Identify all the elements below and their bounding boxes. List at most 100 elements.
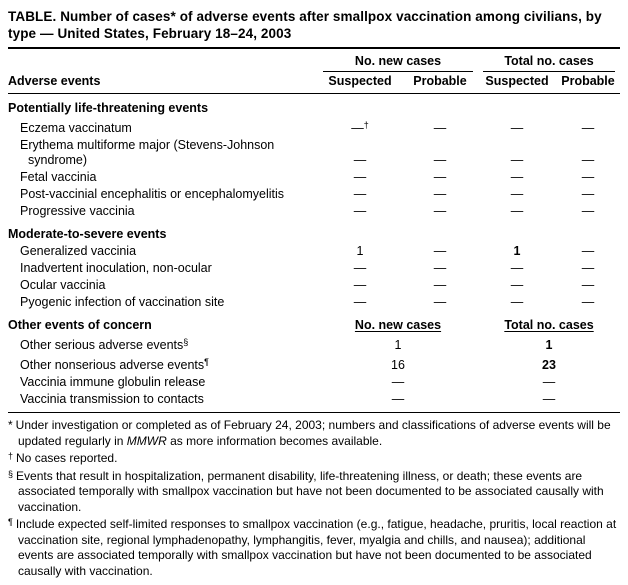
row-label: Progressive vaccinia xyxy=(20,204,135,218)
table-title: TABLE. Number of cases* of adverse event… xyxy=(8,9,602,41)
section-header-row: Moderate-to-severe events xyxy=(8,220,620,243)
cell-total-probable: — xyxy=(581,261,595,275)
cell-total-probable: — xyxy=(581,204,595,218)
row-label: Vaccinia immune globulin release xyxy=(20,375,206,389)
table-row: Eczema vaccinatum —† — — — xyxy=(8,117,620,137)
footnotes: * Under investigation or completed as of … xyxy=(8,418,620,579)
row-label: Generalized vaccinia xyxy=(20,244,137,258)
footnote-ref-section: § xyxy=(183,337,189,347)
cell-new-suspected: —† xyxy=(318,117,402,137)
cell-new-cases: 1 xyxy=(394,338,402,352)
cell-new-probable: — xyxy=(433,295,447,309)
row-label: Other serious adverse events§ xyxy=(8,334,318,354)
cell-new-probable: — xyxy=(433,187,447,201)
cell-new-suspected: — xyxy=(353,204,367,218)
cell-total-suspected: — xyxy=(510,153,524,167)
footnote-text: No cases reported. xyxy=(16,451,118,465)
cell-total-probable: — xyxy=(581,153,595,167)
row-label: Erythema multiforme major (Stevens-Johns… xyxy=(20,138,275,167)
section-title: Moderate-to-severe events xyxy=(8,227,167,241)
table-row: Post-vaccinial encephalitis or encephalo… xyxy=(8,186,620,203)
group-header-label: No. new cases xyxy=(323,54,473,72)
table-row: Pyogenic infection of vaccination site —… xyxy=(8,294,620,311)
cell-total-suspected: — xyxy=(510,121,524,135)
cell-total-suspected: 1 xyxy=(513,244,521,258)
column-group-row: No. new cases Total no. cases xyxy=(8,52,620,72)
footnote-ref-dagger: † xyxy=(363,120,369,130)
row-label: Vaccinia transmission to contacts xyxy=(8,391,318,413)
cell-new-probable: — xyxy=(433,121,447,135)
row-label: Post-vaccinial encephalitis or encephalo… xyxy=(20,187,285,201)
group-header-total-cases: Total no. cases xyxy=(478,52,620,72)
row-label-text: Eczema vaccinatum xyxy=(20,121,132,135)
cell-new-probable: — xyxy=(433,204,447,218)
cell-new-cases: 16 xyxy=(391,358,405,372)
footnote-text: Include expected self-limited responses … xyxy=(15,517,617,578)
table-row: Generalized vaccinia 1 — 1 — xyxy=(8,243,620,260)
table-row: Ocular vaccinia — — — — xyxy=(8,277,620,294)
row-label: Ocular vaccinia xyxy=(20,278,106,292)
cell-total-cases: 23 xyxy=(542,358,556,372)
row-label: Inadvertent inoculation, non-ocular xyxy=(20,261,212,275)
section-title: Potentially life-threatening events xyxy=(8,101,209,115)
table-row: Fetal vaccinia — — — — xyxy=(8,169,620,186)
group-header-new-cases: No. new cases xyxy=(318,52,478,72)
cell-new-suspected: — xyxy=(353,187,367,201)
cell-new-cases: — xyxy=(391,375,405,389)
table-row: Progressive vaccinia — — — — xyxy=(8,203,620,220)
footnote-ref-pilcrow: ¶ xyxy=(204,357,209,367)
table-row: Vaccinia transmission to contacts — — xyxy=(8,391,621,413)
cell-new-probable: — xyxy=(433,278,447,292)
cell-total-probable: — xyxy=(581,295,595,309)
cell-total-probable: — xyxy=(581,121,595,135)
cell-new-suspected: — xyxy=(353,153,367,167)
footnote-marker: * xyxy=(8,418,13,432)
cell-new-suspected: — xyxy=(353,295,367,309)
table-row: Vaccinia immune globulin release — — xyxy=(8,374,620,391)
cell-total-probable: — xyxy=(581,187,595,201)
footnote-dagger: † No cases reported. xyxy=(8,449,620,467)
divider xyxy=(8,47,620,49)
row-label: Fetal vaccinia xyxy=(20,170,97,184)
cell-total-probable: — xyxy=(581,244,595,258)
column-header-row: Adverse events Suspected Probable Suspec… xyxy=(8,72,621,94)
table-row: Erythema multiforme major (Stevens-Johns… xyxy=(8,137,620,169)
cell-total-cases: — xyxy=(542,375,556,389)
group-header-label: Total no. cases xyxy=(483,54,616,72)
section-header-row: Potentially life-threatening events xyxy=(8,94,620,118)
cell-new-suspected: 1 xyxy=(356,244,364,258)
cell-new-cases: — xyxy=(318,391,478,413)
cell-new-probable: — xyxy=(433,153,447,167)
cell-total-probable: — xyxy=(581,278,595,292)
cell-new-suspected: — xyxy=(353,261,367,275)
footnote-text: Under investigation or completed as of F… xyxy=(15,418,611,448)
cell-new-probable: — xyxy=(433,261,447,275)
adverse-events-table: No. new cases Total no. cases Adverse ev… xyxy=(8,52,621,413)
cell-new-suspected: — xyxy=(353,278,367,292)
header-new-suspected: Suspected xyxy=(318,72,402,94)
other-header-total-cases: Total no. cases xyxy=(504,318,594,332)
cell-new-probable: — xyxy=(433,244,447,258)
row-label: Other nonserious adverse events¶ xyxy=(8,354,318,374)
cell-value: — xyxy=(351,121,364,135)
table-row: Inadvertent inoculation, non-ocular — — … xyxy=(8,260,620,277)
footnote-section: § Events that result in hospitalization, … xyxy=(8,467,620,516)
header-new-probable: Probable xyxy=(402,72,478,94)
cell-total-suspected: — xyxy=(510,170,524,184)
spacer-cell xyxy=(8,52,318,72)
cell-total-suspected: — xyxy=(510,295,524,309)
cell-new-probable: — xyxy=(433,170,447,184)
footnote-star: * Under investigation or completed as of … xyxy=(8,418,620,449)
cell-total-suspected: — xyxy=(510,187,524,201)
section-header-row-other: Other events of concern No. new cases To… xyxy=(8,311,620,334)
footnote-marker: † xyxy=(8,451,14,461)
table-row: Other nonserious adverse events¶ 16 23 xyxy=(8,354,620,374)
cell-total-suspected: — xyxy=(510,278,524,292)
footnote-text: as more information becomes available. xyxy=(166,433,383,448)
row-label: Eczema vaccinatum xyxy=(8,117,318,137)
row-label-text: Other nonserious adverse events xyxy=(20,358,205,372)
cell-total-cases: — xyxy=(478,391,621,413)
cell-total-suspected: — xyxy=(510,261,524,275)
footnote-marker: ¶ xyxy=(8,517,13,527)
